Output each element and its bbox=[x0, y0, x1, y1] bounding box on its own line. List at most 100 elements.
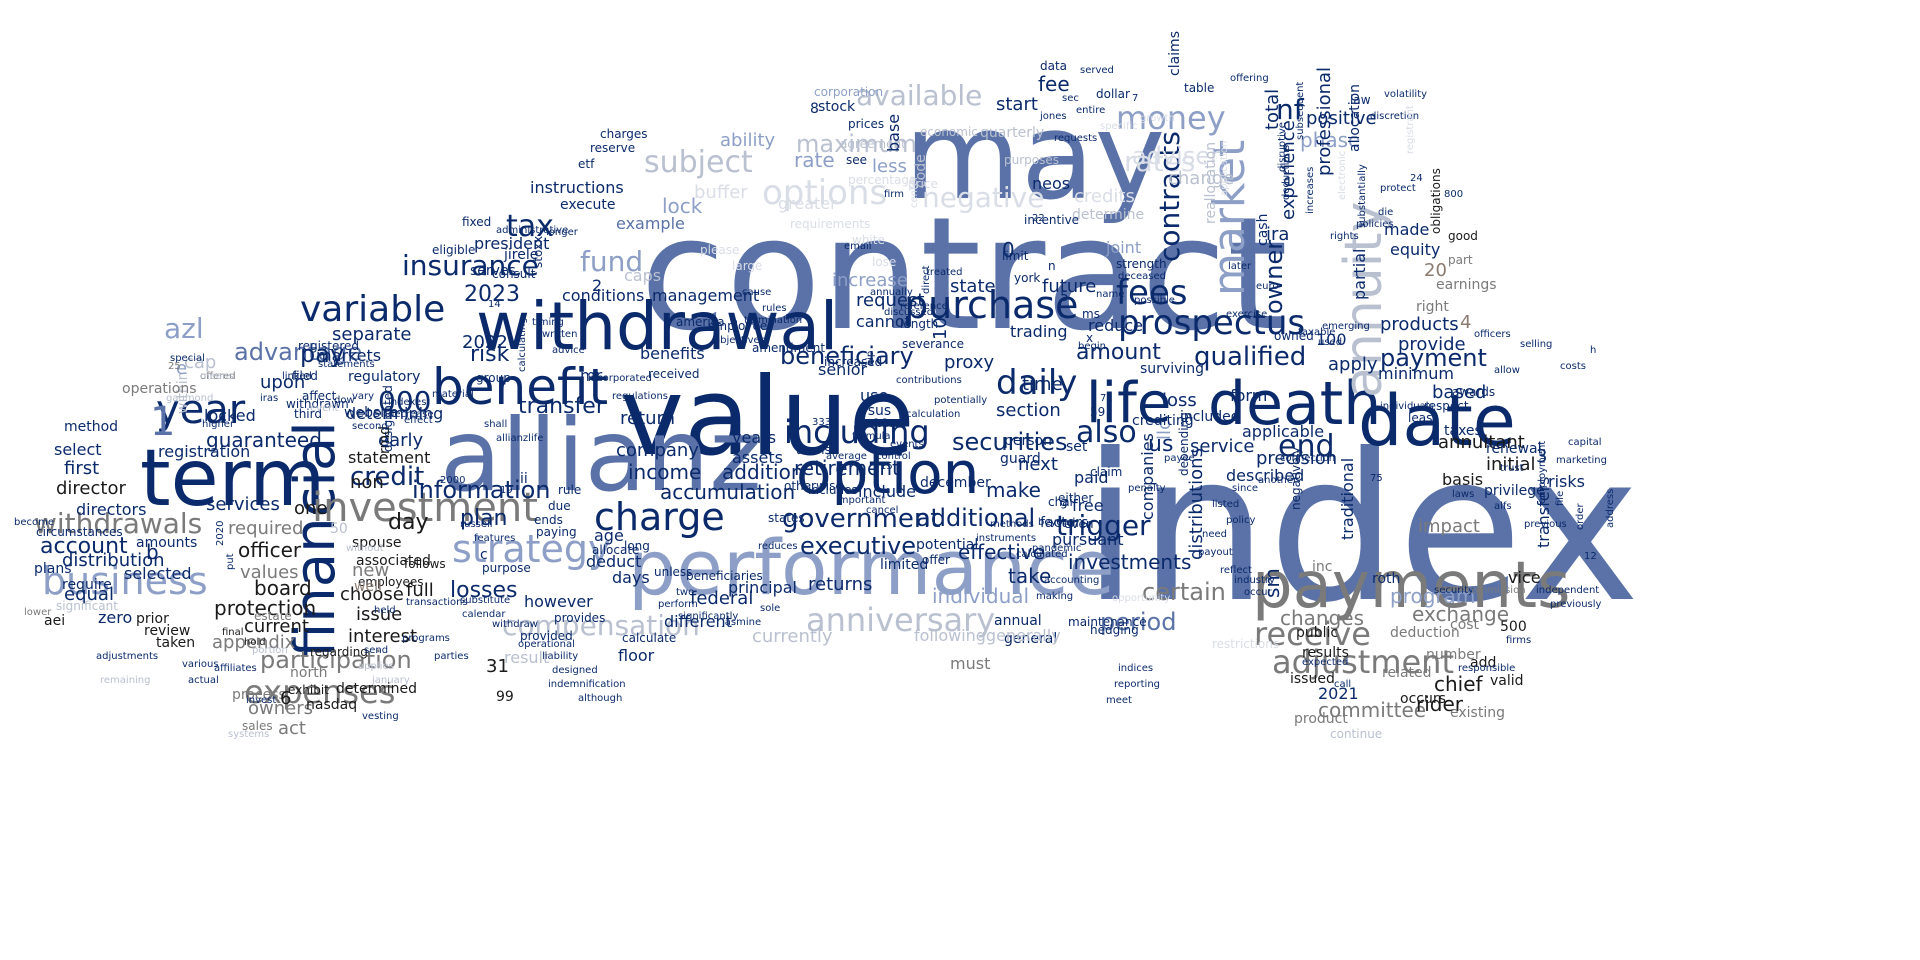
word-deceased: deceased bbox=[1118, 271, 1166, 282]
word-prices: prices bbox=[848, 117, 885, 131]
word-awards: awards bbox=[1452, 385, 1496, 399]
word-website: website bbox=[344, 405, 399, 421]
word-azl: azl bbox=[164, 312, 204, 345]
word-renewal: renewal bbox=[1486, 441, 1542, 457]
word-company: company bbox=[616, 440, 699, 461]
word-products: products bbox=[1380, 314, 1459, 335]
word-application: application bbox=[1219, 140, 1230, 196]
word-various: various bbox=[182, 659, 219, 670]
word-transfer: transfer bbox=[518, 394, 605, 419]
word-public: public bbox=[1296, 625, 1339, 641]
word-also: also bbox=[1076, 415, 1137, 450]
word-senior: senior bbox=[818, 360, 868, 379]
word-adjustments: adjustments bbox=[96, 651, 159, 662]
word-expected: expected bbox=[1302, 657, 1349, 668]
word-days: days bbox=[612, 568, 650, 587]
word-long: long bbox=[624, 539, 650, 553]
word-consult: consult bbox=[492, 267, 536, 281]
word-select: select bbox=[54, 440, 102, 459]
word-equity: equity bbox=[1390, 240, 1441, 259]
word-different: different bbox=[664, 612, 732, 631]
word-purposes: purposes bbox=[1004, 153, 1060, 167]
word-applies: applies bbox=[358, 661, 394, 672]
word-includes: includes bbox=[808, 483, 858, 497]
word-adjustment: adjustment bbox=[1272, 643, 1454, 681]
word-term: term bbox=[140, 434, 326, 524]
word-act: act bbox=[278, 718, 306, 739]
word-strategy: strategy bbox=[452, 527, 611, 571]
word-director: director bbox=[56, 478, 126, 499]
word-investments: investments bbox=[1068, 550, 1192, 574]
word-annuitant: annuitant bbox=[1438, 432, 1525, 453]
word-due: due bbox=[548, 499, 571, 513]
word-add: add bbox=[1470, 655, 1497, 671]
word-partial: partial bbox=[1350, 248, 1369, 300]
word-independent: independent bbox=[1536, 585, 1600, 596]
word-officers: officers bbox=[1474, 329, 1511, 340]
word-linked: linked bbox=[282, 371, 312, 382]
word-previous: previous bbox=[1524, 519, 1567, 530]
word-significantly: significantly bbox=[678, 611, 739, 622]
word-deduction: deduction bbox=[1390, 625, 1460, 641]
word-x: x bbox=[1086, 331, 1094, 345]
word-g: g bbox=[1060, 495, 1068, 509]
word-invest: invest bbox=[246, 695, 277, 706]
word-white: white bbox=[852, 233, 885, 247]
word-index: index bbox=[1082, 411, 1641, 648]
word-stock: stock bbox=[818, 99, 856, 115]
word-reporting: reporting bbox=[1114, 679, 1161, 690]
word-least: least bbox=[1408, 411, 1438, 425]
word-substantially: substantially bbox=[1357, 164, 1368, 228]
word-deduct: deduct bbox=[586, 552, 642, 571]
word-table: table bbox=[1184, 81, 1215, 95]
word-end: end bbox=[1278, 429, 1335, 464]
word-actual: actual bbox=[188, 675, 219, 686]
word-benefits: benefits bbox=[640, 344, 705, 363]
word-commission: commission bbox=[1466, 585, 1526, 596]
word-jirele: jirele bbox=[504, 247, 539, 263]
word-annual: annual bbox=[994, 613, 1042, 629]
word-cap: cap bbox=[184, 352, 217, 373]
word-determined: determined bbox=[336, 681, 418, 697]
word-jasmine: jasmine bbox=[722, 617, 762, 628]
word-capital: capital bbox=[1568, 437, 1602, 448]
word-greater: greater bbox=[778, 194, 837, 213]
word-cause: cause bbox=[742, 287, 772, 298]
word-individuals: individuals bbox=[1380, 401, 1434, 412]
word-one: one bbox=[294, 498, 328, 519]
word-order: order bbox=[1575, 503, 1586, 530]
word-currently: currently bbox=[752, 626, 833, 647]
word-firm: firm bbox=[884, 189, 904, 200]
word-factors: factors bbox=[1040, 515, 1089, 531]
word-effect: effect bbox=[404, 415, 433, 426]
word-increased: increased bbox=[824, 355, 883, 369]
word-period: period bbox=[1100, 608, 1177, 636]
word-final: final bbox=[222, 627, 244, 638]
word-law: law bbox=[1350, 93, 1371, 107]
word-surviving: surviving bbox=[1140, 361, 1205, 377]
word-opportunity: opportunity bbox=[1112, 593, 1171, 604]
word-making: making bbox=[1036, 591, 1074, 602]
word-described: described bbox=[1226, 466, 1305, 485]
word-exercise: exercise bbox=[1226, 309, 1268, 320]
word-subsequent: subsequent bbox=[1295, 81, 1306, 140]
word-circumstances: circumstances bbox=[36, 525, 123, 539]
word-losses: losses bbox=[450, 578, 518, 603]
word-taxes: taxes bbox=[1444, 423, 1482, 439]
word-24: 24 bbox=[1410, 173, 1423, 184]
word-paid: paid bbox=[1074, 468, 1109, 487]
word-service: service bbox=[1190, 436, 1255, 457]
word-parties: parties bbox=[434, 651, 469, 662]
word-allow: allow bbox=[1494, 365, 1520, 376]
word-statements: statements bbox=[318, 359, 375, 370]
word-email: email bbox=[844, 241, 872, 252]
word-means: means bbox=[200, 371, 234, 382]
word-objectives: objectives bbox=[714, 335, 765, 346]
word-claim: claim bbox=[1090, 465, 1123, 479]
word-committee: committee bbox=[1318, 698, 1427, 722]
word-operations: operations bbox=[122, 381, 197, 397]
word-4: 4 bbox=[1460, 312, 1472, 333]
word-impact: impact bbox=[1418, 516, 1480, 537]
word-cannot: cannot bbox=[856, 312, 911, 331]
